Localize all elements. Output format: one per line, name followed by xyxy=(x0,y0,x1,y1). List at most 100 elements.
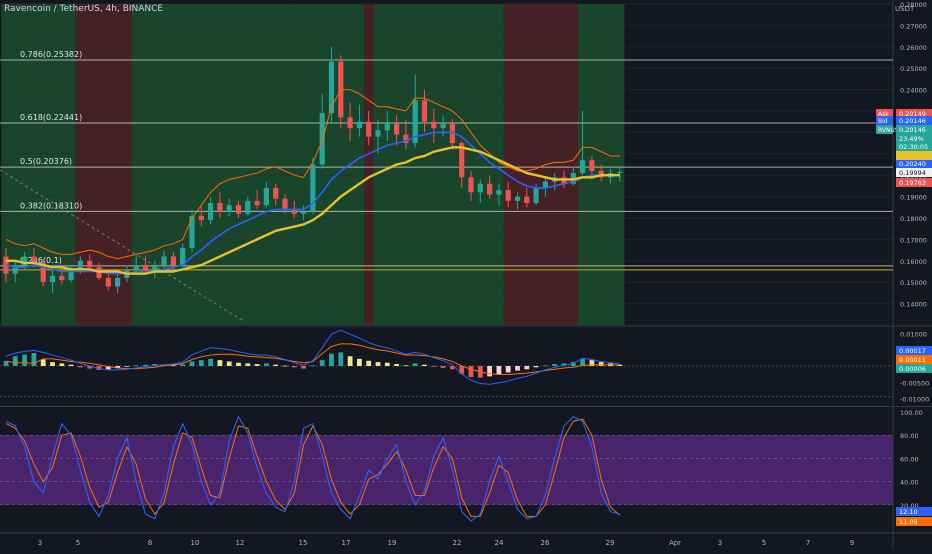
candle-body xyxy=(170,256,176,266)
price-tag-box xyxy=(896,109,932,118)
time-tick-label: 15 xyxy=(299,539,308,547)
candle-body xyxy=(524,196,530,204)
candle-body xyxy=(431,121,437,129)
macd-histogram-bar xyxy=(338,352,344,366)
time-tick-label: 22 xyxy=(453,539,462,547)
macd-histogram-bar xyxy=(561,363,567,366)
candle-body xyxy=(580,160,586,174)
price-tick-label: 0.15000 xyxy=(900,279,927,287)
macd-tag-box xyxy=(896,364,932,373)
currency-label: USDT xyxy=(895,5,915,13)
price-tick-label: 0.25000 xyxy=(900,65,927,73)
sma-fast-line xyxy=(5,131,620,275)
macd-histogram-bar xyxy=(96,366,102,370)
zone-green xyxy=(373,4,504,325)
macd-histogram-bar xyxy=(245,363,251,366)
macd-histogram-bar xyxy=(589,360,595,366)
time-tick-label: 10 xyxy=(191,539,200,547)
candle-body xyxy=(310,164,316,212)
candle-body xyxy=(542,181,548,189)
candle-body xyxy=(152,265,158,272)
candle-body xyxy=(375,130,381,137)
macd-histogram-bar xyxy=(217,360,223,366)
candle-body xyxy=(49,275,56,283)
macd-histogram-bar xyxy=(12,356,18,366)
price-tag-label-box xyxy=(876,116,893,125)
candle-body xyxy=(87,260,93,268)
macd-histogram-bar xyxy=(68,364,74,366)
macd-histogram-bar xyxy=(59,363,65,366)
fib-label: 0.236(0.1) xyxy=(20,256,62,265)
macd-histogram-bar xyxy=(422,364,427,366)
zone-green xyxy=(289,4,365,325)
macd-histogram-bar xyxy=(487,366,492,377)
candle-body xyxy=(319,113,325,165)
time-tick-label: 12 xyxy=(236,539,245,547)
time-tick-label: 17 xyxy=(342,539,351,547)
time-tick-label: 29 xyxy=(606,539,615,547)
macd-tag-box xyxy=(896,346,932,355)
candle-body xyxy=(459,143,465,178)
macd-histogram-bar xyxy=(505,366,511,373)
stochastic-pane xyxy=(0,416,893,522)
fibonacci-levels: 0.786(0.25382) 0.618(0.22441) 0.5(0.20376)… xyxy=(0,50,893,271)
macd-histogram-bar xyxy=(366,360,372,366)
price-tag-box xyxy=(896,178,932,187)
stoch-tag-box xyxy=(896,507,932,516)
sma-slow-line xyxy=(6,146,620,275)
candle-body xyxy=(198,215,204,221)
macd-histogram-bar xyxy=(31,353,37,366)
price-tag-box xyxy=(896,159,932,168)
macd-histogram-bar xyxy=(105,366,111,370)
stoch-band xyxy=(0,435,893,505)
macd-histogram-bar xyxy=(236,362,241,366)
price-tick-label: 0.19000 xyxy=(900,194,927,202)
macd-histogram-bar xyxy=(124,366,130,367)
candle-body xyxy=(533,188,539,204)
macd-tick-label: 0.01000 xyxy=(900,331,927,339)
zone-red xyxy=(75,4,132,325)
candle-body xyxy=(161,256,167,266)
macd-histogram-bar xyxy=(450,366,455,370)
macd-histogram-bar xyxy=(459,366,465,374)
stoch-tick-label: 100.00 xyxy=(900,409,923,417)
price-tick-label: 0.26000 xyxy=(900,44,927,52)
candle-body xyxy=(12,265,18,274)
macd-histogram-bar xyxy=(598,362,604,366)
candle-body xyxy=(301,211,307,214)
candle-body xyxy=(115,277,121,287)
price-tag-extra: 02:30:05 xyxy=(899,143,928,151)
candle-body xyxy=(505,190,511,201)
price-tag-label: RVNUSDT xyxy=(878,127,907,134)
macd-histogram-bar xyxy=(143,364,148,366)
candle-body xyxy=(180,247,186,266)
macd-histogram-bar xyxy=(189,361,195,366)
macd-histogram-bar xyxy=(394,364,399,366)
macd-histogram-bar xyxy=(3,361,9,366)
time-tick-label: Apr xyxy=(669,539,681,547)
price-tag-label-box xyxy=(876,109,893,118)
trend-line xyxy=(0,169,246,323)
macd-histogram-bar xyxy=(431,366,437,367)
macd-tick-label: -0.01000 xyxy=(900,396,929,404)
macd-histogram-bar xyxy=(264,363,269,366)
time-tick-label: 9 xyxy=(850,539,854,547)
price-tag-value: 0.19994 xyxy=(899,169,926,177)
macd-tick-label: -0.00500 xyxy=(900,379,929,387)
stoch-d-line xyxy=(5,418,621,517)
time-tick-label: 24 xyxy=(495,539,504,547)
time-tick-label: 8 xyxy=(148,539,152,547)
macd-histogram-bar xyxy=(198,360,204,366)
price-tag-box xyxy=(896,151,932,160)
time-tick-label: 19 xyxy=(388,539,397,547)
fib-label: 0.5(0.20376) xyxy=(20,157,72,166)
macd-histogram-bar xyxy=(50,362,55,366)
candle-body xyxy=(142,265,149,272)
candle-body xyxy=(235,205,242,214)
macd-histogram-bar xyxy=(440,366,446,368)
macd-histogram-bar xyxy=(115,366,120,368)
time-tick-label: 3 xyxy=(718,539,722,547)
price-tag-box xyxy=(896,125,932,134)
macd-histogram-bar xyxy=(515,366,520,371)
